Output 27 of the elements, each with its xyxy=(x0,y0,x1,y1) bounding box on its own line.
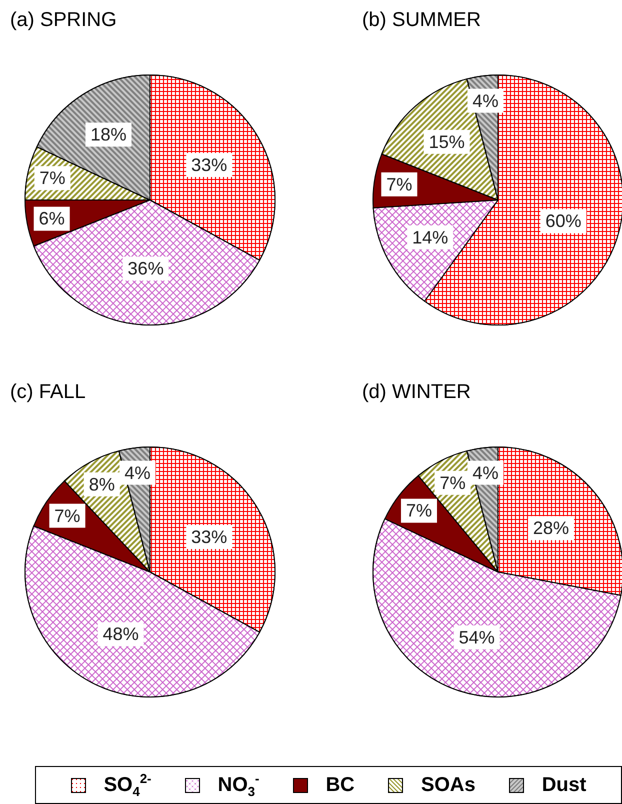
legend-label: BC xyxy=(326,774,355,796)
data-label: 48% xyxy=(102,624,139,644)
data-label: 4% xyxy=(472,90,498,111)
chart-title: (a) SPRING xyxy=(10,9,117,31)
chart-title: (c) FALL xyxy=(10,381,86,403)
data-label: 7% xyxy=(386,174,412,194)
data-label: 6% xyxy=(38,208,65,229)
data-label: 33% xyxy=(191,527,228,548)
data-label: 14% xyxy=(412,227,448,248)
data-label: 60% xyxy=(545,211,582,232)
data-label: 7% xyxy=(39,168,66,188)
data-label: 36% xyxy=(128,258,164,279)
data-label: 54% xyxy=(458,627,495,648)
data-label: 4% xyxy=(472,462,498,483)
data-label: 28% xyxy=(532,518,569,538)
data-label: 7% xyxy=(406,500,432,521)
legend-label: Dust xyxy=(542,774,586,796)
data-label: 7% xyxy=(54,506,80,526)
data-label: 15% xyxy=(428,132,465,152)
data-label: 4% xyxy=(124,462,150,483)
data-label: 8% xyxy=(88,474,115,494)
data-label: 33% xyxy=(191,155,228,176)
chart-title: (b) SUMMER xyxy=(362,9,481,31)
legend-label: SOAs xyxy=(420,774,476,796)
data-label: 7% xyxy=(440,472,466,493)
data-label: 18% xyxy=(90,124,126,145)
chart-title: (d) WINTER xyxy=(362,381,471,403)
